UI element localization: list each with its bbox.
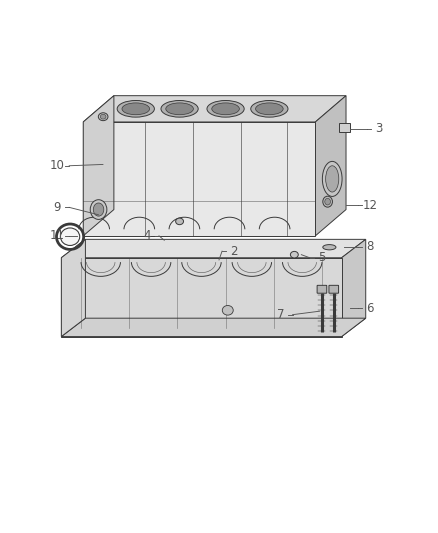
Ellipse shape (117, 101, 155, 117)
Text: 8: 8 (367, 240, 374, 253)
Text: 6: 6 (366, 302, 374, 314)
Polygon shape (83, 122, 315, 236)
Ellipse shape (100, 114, 106, 119)
FancyBboxPatch shape (329, 285, 339, 293)
Text: 2: 2 (230, 245, 238, 257)
Ellipse shape (161, 101, 198, 117)
Ellipse shape (207, 101, 244, 117)
Ellipse shape (251, 101, 288, 117)
Ellipse shape (223, 305, 233, 315)
Polygon shape (83, 96, 114, 236)
Ellipse shape (323, 245, 336, 250)
Ellipse shape (90, 200, 107, 220)
Polygon shape (83, 96, 346, 122)
Ellipse shape (323, 196, 332, 207)
Ellipse shape (290, 252, 298, 258)
Ellipse shape (93, 203, 104, 216)
Polygon shape (61, 258, 342, 336)
Polygon shape (315, 96, 346, 236)
FancyBboxPatch shape (317, 285, 327, 293)
Polygon shape (61, 239, 85, 336)
Ellipse shape (256, 103, 283, 115)
Text: 3: 3 (375, 122, 382, 135)
Polygon shape (342, 239, 366, 336)
Polygon shape (61, 318, 366, 336)
Ellipse shape (325, 166, 339, 192)
Ellipse shape (325, 198, 330, 205)
Text: 4: 4 (143, 229, 151, 243)
Text: 10: 10 (49, 159, 64, 172)
Polygon shape (61, 239, 366, 258)
Text: 7: 7 (276, 308, 284, 321)
Ellipse shape (176, 218, 184, 225)
Text: 11: 11 (49, 229, 64, 243)
FancyBboxPatch shape (339, 123, 350, 132)
Text: 9: 9 (53, 201, 61, 214)
Ellipse shape (122, 103, 150, 115)
Text: 5: 5 (318, 251, 325, 264)
Text: 12: 12 (363, 199, 378, 212)
Ellipse shape (166, 103, 194, 115)
Ellipse shape (212, 103, 239, 115)
Ellipse shape (322, 161, 342, 197)
Ellipse shape (98, 113, 108, 120)
Ellipse shape (60, 228, 80, 246)
